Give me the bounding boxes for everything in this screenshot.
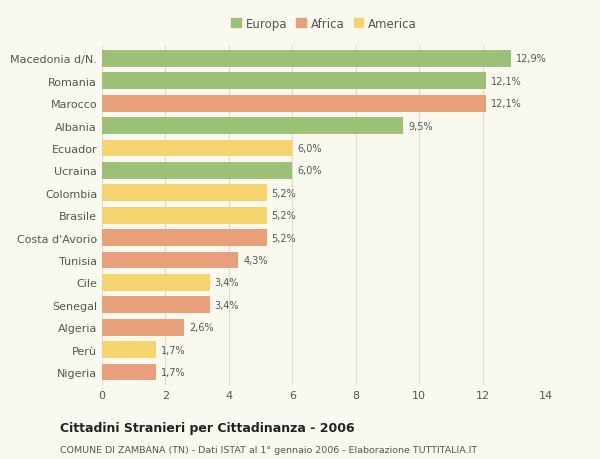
Bar [102,207,267,224]
Bar [102,230,267,246]
Bar [102,118,403,135]
Bar [102,274,210,291]
Text: 1,7%: 1,7% [161,345,185,355]
Bar [102,51,511,67]
Text: 5,2%: 5,2% [272,233,296,243]
Text: 3,4%: 3,4% [215,278,239,288]
Bar [102,341,156,358]
Bar [102,73,486,90]
Bar [102,95,486,112]
Text: 12,1%: 12,1% [491,99,521,109]
Bar [102,319,184,336]
Text: 5,2%: 5,2% [272,188,296,198]
Text: 2,6%: 2,6% [189,323,214,332]
Text: Cittadini Stranieri per Cittadinanza - 2006: Cittadini Stranieri per Cittadinanza - 2… [60,421,355,434]
Text: 12,1%: 12,1% [491,77,521,87]
Text: 6,0%: 6,0% [297,144,322,154]
Bar [102,140,292,157]
Bar [102,185,267,202]
Bar [102,162,292,179]
Text: 1,7%: 1,7% [161,367,185,377]
Text: 6,0%: 6,0% [297,166,322,176]
Text: 12,9%: 12,9% [516,54,547,64]
Text: 5,2%: 5,2% [272,211,296,221]
Text: COMUNE DI ZAMBANA (TN) - Dati ISTAT al 1° gennaio 2006 - Elaborazione TUTTITALIA: COMUNE DI ZAMBANA (TN) - Dati ISTAT al 1… [60,445,477,454]
Legend: Europa, Africa, America: Europa, Africa, America [232,18,416,31]
Bar [102,364,156,381]
Text: 9,5%: 9,5% [408,121,433,131]
Bar [102,297,210,313]
Text: 3,4%: 3,4% [215,300,239,310]
Text: 4,3%: 4,3% [243,255,268,265]
Bar [102,252,238,269]
